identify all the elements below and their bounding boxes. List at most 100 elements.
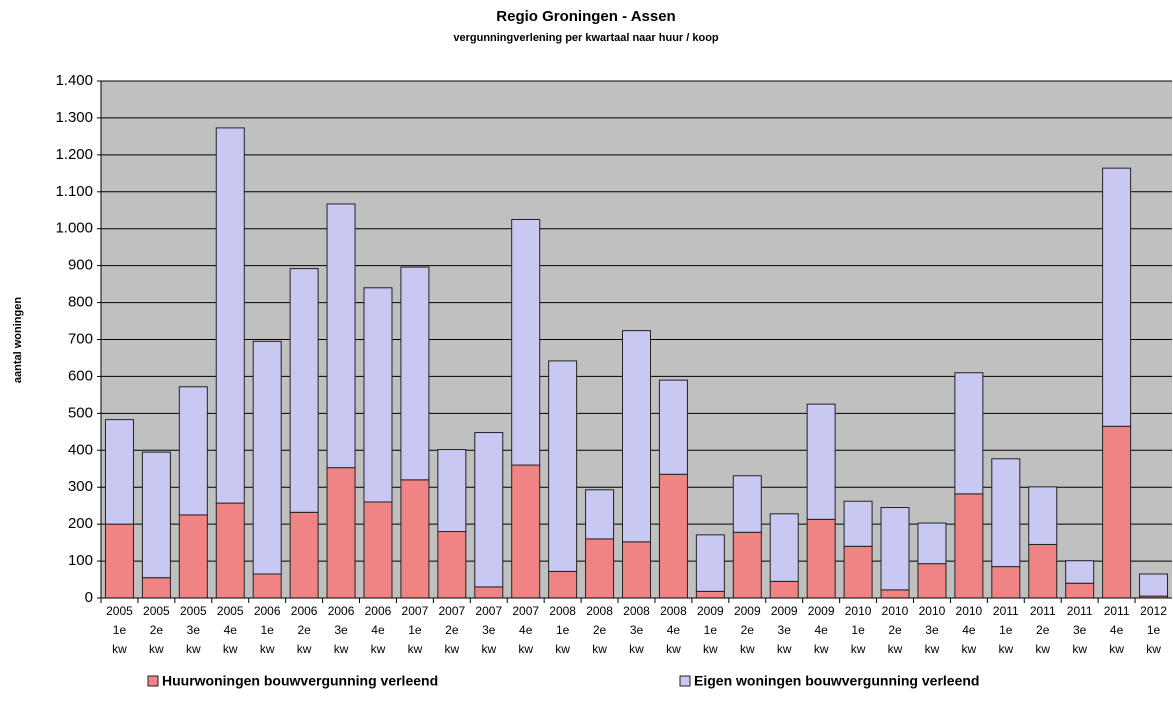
- x-tick-label: kw: [666, 642, 681, 656]
- chart-subtitle: vergunningverlening per kwartaal naar hu…: [453, 32, 719, 44]
- x-tick-label: kw: [481, 642, 496, 656]
- bar-segment: [215, 127, 245, 504]
- bar-segment: [215, 502, 245, 599]
- bar-segment: [585, 489, 615, 540]
- x-tick-label: 2005: [217, 604, 244, 618]
- x-tick-label: kw: [149, 642, 164, 656]
- bar-segment: [769, 580, 799, 599]
- bar-segment: [732, 475, 762, 533]
- x-tick-label: 2008: [660, 604, 687, 618]
- bar-segment: [954, 493, 984, 599]
- bar-segment: [991, 458, 1021, 568]
- bar-segment: [622, 541, 651, 599]
- x-tick-label: 2011: [1067, 604, 1093, 618]
- y-tick-label: 500: [68, 404, 93, 421]
- x-tick-label: 2008: [549, 604, 576, 618]
- bar-segment: [104, 419, 134, 525]
- bar-segment: [880, 589, 910, 599]
- x-tick-label: kw: [408, 642, 423, 656]
- x-tick-label: 2005: [106, 604, 133, 618]
- bar-segment: [1139, 573, 1169, 597]
- x-tick-label: 2009: [808, 604, 835, 618]
- bar-segment: [400, 479, 430, 599]
- bar-segment: [1065, 560, 1095, 584]
- bar-segment: [954, 372, 984, 495]
- bar-segment: [141, 451, 171, 579]
- bar-segment: [437, 531, 467, 599]
- bar-segment: [917, 522, 947, 565]
- bar-segment: [363, 287, 393, 503]
- x-tick-label: 3e: [778, 623, 792, 637]
- bar-segment: [695, 534, 725, 592]
- legend-marker: [679, 675, 691, 687]
- x-tick-label: 2009: [734, 604, 761, 618]
- bar-segment: [474, 586, 504, 599]
- x-tick-label: 2e: [445, 623, 459, 637]
- x-tick-label: 2009: [771, 604, 798, 618]
- x-tick-label: 1e: [408, 623, 422, 637]
- x-tick-label: 3e: [187, 623, 201, 637]
- x-tick-label: 2011: [1104, 604, 1130, 618]
- bar-segment: [658, 379, 688, 475]
- x-tick-label: kw: [1072, 642, 1087, 656]
- x-tick-label: kw: [555, 642, 570, 656]
- x-tick-label: kw: [962, 642, 977, 656]
- x-tick-label: 2006: [365, 604, 392, 618]
- bar-segment: [326, 203, 356, 469]
- x-tick-label: 4e: [224, 623, 238, 637]
- x-tick-label: 2005: [143, 604, 170, 618]
- bar-segment: [289, 268, 319, 513]
- x-tick-label: kw: [334, 642, 349, 656]
- y-tick-label: 800: [68, 294, 93, 311]
- y-tick-label: 600: [68, 367, 93, 384]
- x-tick-label: 2e: [741, 623, 755, 637]
- bar-segment: [917, 563, 947, 599]
- x-tick-label: 2e: [1036, 623, 1050, 637]
- x-tick-label: 2008: [623, 604, 650, 618]
- bar-segment: [880, 507, 910, 591]
- x-tick-label: 2010: [956, 604, 983, 618]
- x-tick-label: 2005: [180, 604, 207, 618]
- bar-segment: [289, 511, 319, 599]
- x-tick-label: 2007: [438, 604, 465, 618]
- legend-marker: [147, 675, 159, 687]
- x-tick-label: kw: [777, 642, 792, 656]
- x-tick-label: kw: [703, 642, 718, 656]
- x-tick-label: 2010: [845, 604, 872, 618]
- x-tick-label: 1e: [704, 623, 718, 637]
- x-tick-label: kw: [1109, 642, 1124, 656]
- bar-segment: [178, 514, 208, 599]
- y-tick-label: 200: [68, 515, 93, 532]
- y-tick-label: 700: [68, 330, 93, 347]
- bar-segment: [400, 266, 430, 481]
- x-tick-label: 4e: [962, 623, 976, 637]
- legend-label: Huurwoningen bouwvergunning verleend: [162, 673, 438, 689]
- x-tick-label: kw: [223, 642, 238, 656]
- x-tick-label: 1e: [261, 623, 275, 637]
- x-tick-label: 2010: [919, 604, 946, 618]
- y-tick-label: 1.000: [55, 220, 93, 237]
- y-tick-label: 1.200: [55, 146, 93, 163]
- x-tick-label: 4e: [519, 623, 533, 637]
- y-axis-label: aantal woningen: [12, 297, 24, 383]
- x-tick-label: 2011: [993, 604, 1019, 618]
- bar-segment: [806, 518, 836, 599]
- x-tick-label: kw: [814, 642, 829, 656]
- bar-segment: [622, 330, 651, 543]
- bar-segment: [548, 360, 578, 572]
- bar-segment: [1028, 543, 1058, 599]
- y-tick-label: 900: [68, 257, 93, 274]
- bar-segment: [511, 464, 541, 599]
- x-tick-label: 2008: [586, 604, 613, 618]
- x-tick-label: 3e: [334, 623, 348, 637]
- x-tick-label: 2007: [402, 604, 429, 618]
- chart-title: Regio Groningen - Assen: [496, 8, 675, 25]
- x-tick-label: kw: [518, 642, 533, 656]
- bar-segment: [363, 501, 393, 599]
- bar-segment: [141, 577, 171, 599]
- bar-segment: [843, 500, 873, 547]
- x-tick-label: 3e: [482, 623, 496, 637]
- bar-segment: [1065, 582, 1095, 599]
- bar-segment: [1102, 167, 1132, 427]
